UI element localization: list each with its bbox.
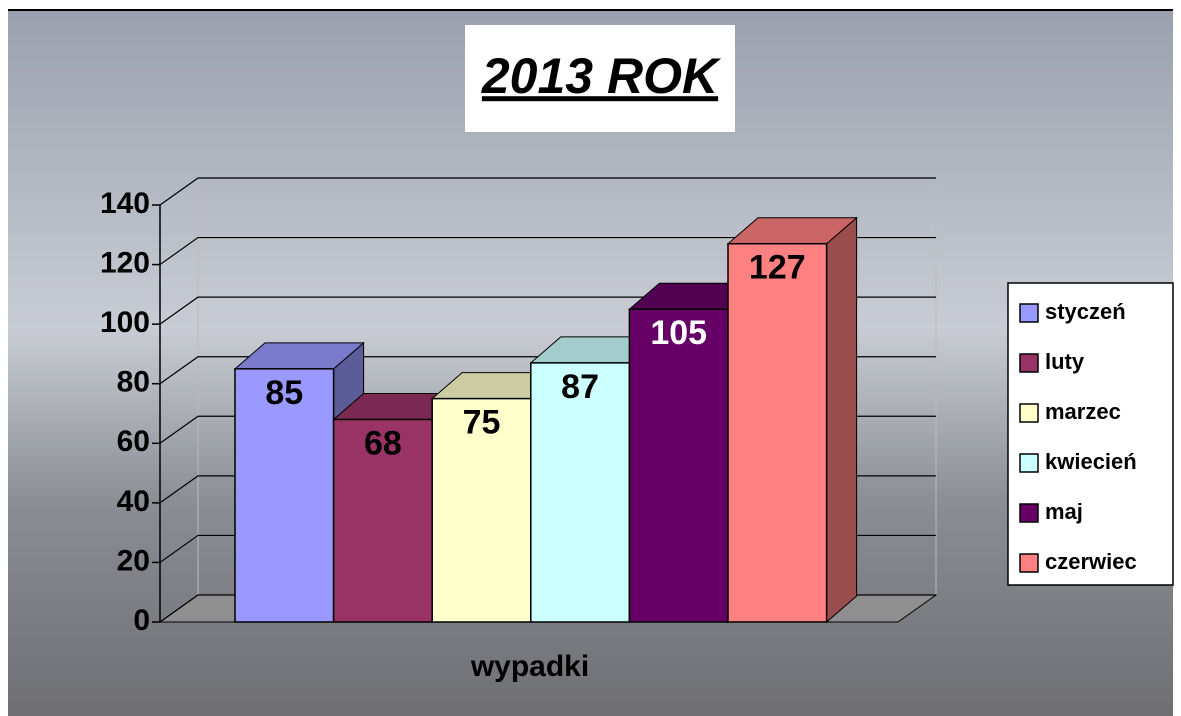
bar-side xyxy=(827,218,857,622)
data-label: 68 xyxy=(364,424,402,462)
data-label: 87 xyxy=(561,368,599,406)
legend-swatch xyxy=(1020,504,1038,522)
legend-label: marzec xyxy=(1045,399,1121,424)
chart-title: 2013 ROK xyxy=(481,48,722,104)
legend-swatch xyxy=(1020,404,1038,422)
x-axis-label: wypadki xyxy=(470,650,589,683)
bar xyxy=(728,244,827,622)
legend-swatch xyxy=(1020,454,1038,472)
y-tick-label: 80 xyxy=(117,366,150,399)
y-tick-label: 140 xyxy=(100,187,150,220)
y-tick-label: 0 xyxy=(133,604,150,637)
legend-swatch xyxy=(1020,304,1038,322)
data-label: 75 xyxy=(463,404,501,442)
legend xyxy=(1008,283,1173,585)
chart: 2013 ROK wypadki 0 20 40 60 80 100 120 140 85 68 7… xyxy=(0,0,1181,716)
bar xyxy=(629,309,728,622)
legend-label: styczeń xyxy=(1045,299,1126,324)
data-label: 127 xyxy=(749,249,806,287)
legend-label: luty xyxy=(1045,349,1085,374)
legend-label: czerwiec xyxy=(1045,549,1137,574)
legend-label: maj xyxy=(1045,499,1083,524)
y-tick-label: 100 xyxy=(100,306,150,339)
data-label: 105 xyxy=(650,314,707,352)
legend-label: kwiecień xyxy=(1045,449,1137,474)
data-label: 85 xyxy=(265,374,303,412)
y-tick-label: 120 xyxy=(100,246,150,279)
y-tick-label: 20 xyxy=(117,544,150,577)
legend-swatch xyxy=(1020,354,1038,372)
y-tick-label: 60 xyxy=(117,425,150,458)
y-tick-label: 40 xyxy=(117,485,150,518)
legend-swatch xyxy=(1020,554,1038,572)
